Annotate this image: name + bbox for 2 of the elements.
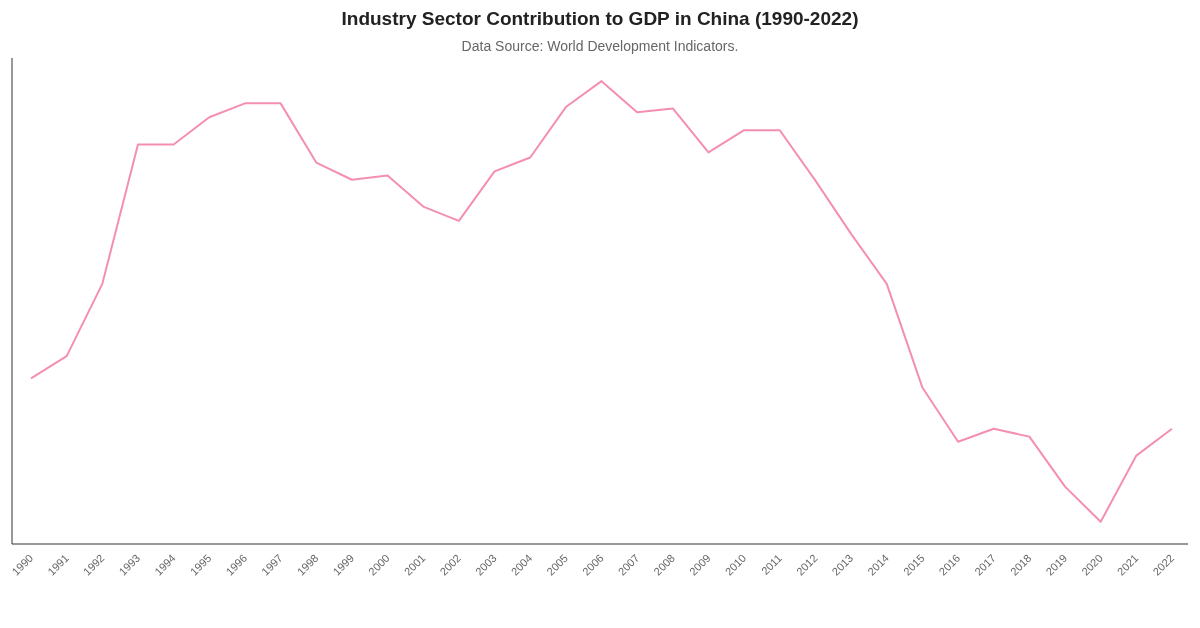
chart-subtitle: Data Source: World Development Indicators.: [460, 38, 740, 54]
chart-title: Industry Sector Contribution to GDP in China (1990-2022): [340, 8, 860, 30]
